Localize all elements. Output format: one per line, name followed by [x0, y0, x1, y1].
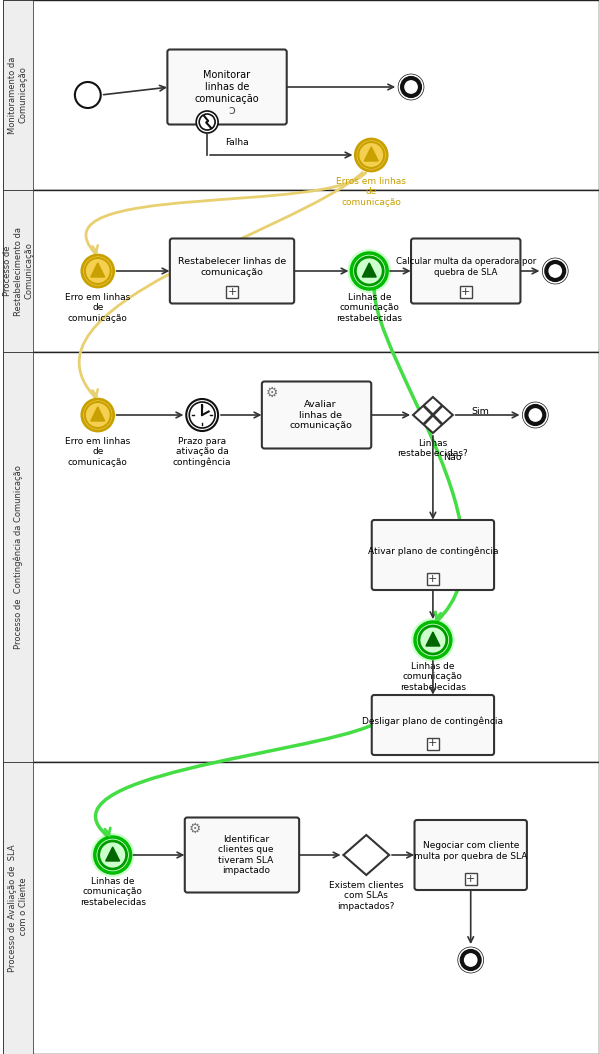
Text: Processo de Avaliação de  SLA
 com o Cliente: Processo de Avaliação de SLA com o Clien…: [8, 844, 28, 972]
FancyBboxPatch shape: [226, 286, 238, 298]
Circle shape: [196, 111, 218, 133]
Circle shape: [91, 833, 135, 877]
Circle shape: [75, 82, 101, 108]
FancyBboxPatch shape: [262, 382, 371, 449]
Text: Linhas de
comunicação
restabelecidas: Linhas de comunicação restabelecidas: [336, 293, 403, 323]
FancyBboxPatch shape: [372, 520, 494, 590]
Text: Erro em linhas
de
comunicação: Erro em linhas de comunicação: [65, 437, 131, 467]
Text: ⚙: ⚙: [266, 386, 279, 401]
FancyBboxPatch shape: [184, 818, 299, 893]
Polygon shape: [413, 397, 453, 433]
Polygon shape: [343, 835, 389, 875]
Text: ↄ: ↄ: [229, 103, 235, 117]
Bar: [3, 762, 599, 1054]
Circle shape: [415, 622, 451, 658]
Text: +: +: [428, 573, 438, 584]
Circle shape: [419, 626, 447, 653]
Text: +: +: [228, 287, 237, 297]
Circle shape: [347, 249, 391, 293]
Circle shape: [402, 78, 420, 96]
Circle shape: [458, 946, 483, 973]
Text: Desligar plano de contingência: Desligar plano de contingência: [362, 717, 503, 726]
Polygon shape: [91, 407, 105, 421]
FancyBboxPatch shape: [415, 820, 527, 890]
Text: Monitoramento da
Comunicação: Monitoramento da Comunicação: [8, 56, 28, 134]
Text: Monitorar
linhas de
comunicação: Monitorar linhas de comunicação: [195, 71, 259, 103]
Circle shape: [99, 841, 126, 868]
Circle shape: [546, 262, 564, 280]
Bar: [3, 0, 33, 190]
Circle shape: [398, 74, 424, 100]
Text: Avaliar
linhas de
comunicação: Avaliar linhas de comunicação: [289, 401, 352, 430]
Circle shape: [542, 258, 568, 284]
Text: Linhas de
comunicação
restabelecidas: Linhas de comunicação restabelecidas: [400, 662, 466, 691]
Text: Negociar com cliente
multa por quebra de SLA: Negociar com cliente multa por quebra de…: [414, 841, 527, 861]
Text: Processo de
Restabelecimento da
Comunicação: Processo de Restabelecimento da Comunica…: [3, 227, 33, 315]
Polygon shape: [91, 264, 105, 277]
Text: Prazo para
ativação da
contingência: Prazo para ativação da contingência: [173, 437, 231, 467]
Circle shape: [95, 837, 131, 873]
Circle shape: [186, 399, 218, 431]
Circle shape: [411, 618, 455, 662]
Bar: [3, 352, 599, 762]
Circle shape: [82, 399, 114, 431]
Text: +: +: [461, 287, 470, 297]
Text: Linhas
restabelecidas?: Linhas restabelecidas?: [398, 440, 468, 458]
FancyBboxPatch shape: [411, 238, 521, 304]
Circle shape: [527, 406, 544, 424]
Circle shape: [199, 114, 215, 130]
Bar: [3, 762, 33, 1054]
Polygon shape: [362, 264, 376, 277]
Text: Ativar plano de contingência: Ativar plano de contingência: [368, 546, 498, 555]
Bar: [3, 0, 599, 190]
FancyBboxPatch shape: [170, 238, 294, 304]
Text: Falha: Falha: [225, 138, 249, 147]
Text: Erro em linhas
de
comunicação: Erro em linhas de comunicação: [65, 293, 131, 323]
Bar: [3, 190, 599, 352]
FancyBboxPatch shape: [427, 572, 439, 585]
Text: Existem clientes
com SLAs
impactados?: Existem clientes com SLAs impactados?: [329, 881, 404, 911]
FancyBboxPatch shape: [460, 286, 471, 298]
Text: +: +: [466, 874, 476, 883]
FancyBboxPatch shape: [427, 738, 439, 749]
Circle shape: [358, 142, 384, 168]
Bar: [3, 352, 33, 762]
Circle shape: [85, 258, 111, 284]
Text: Restabelecer linhas de
comunicação: Restabelecer linhas de comunicação: [178, 257, 286, 277]
Text: Linhas de
comunicação
restabelecidas: Linhas de comunicação restabelecidas: [80, 877, 146, 906]
Text: ⚙: ⚙: [189, 822, 201, 836]
Bar: [3, 190, 33, 352]
Polygon shape: [105, 847, 120, 861]
Circle shape: [189, 402, 215, 428]
Polygon shape: [426, 632, 440, 646]
Circle shape: [355, 257, 383, 285]
Circle shape: [355, 139, 387, 171]
Circle shape: [82, 255, 114, 287]
Text: Processo de  Contingência da Comunicação: Processo de Contingência da Comunicação: [13, 465, 23, 649]
Text: Erros em linhas
de
comunicação: Erros em linhas de comunicação: [336, 177, 406, 207]
Text: Não: Não: [443, 452, 461, 462]
Circle shape: [85, 402, 111, 428]
Circle shape: [352, 253, 387, 289]
Text: Identificar
clientes que
tiveram SLA
impactado: Identificar clientes que tiveram SLA imp…: [218, 835, 274, 875]
Text: +: +: [428, 739, 438, 748]
Circle shape: [462, 951, 480, 969]
Text: Calcular multa da operadora por
quebra de SLA: Calcular multa da operadora por quebra d…: [395, 257, 536, 277]
FancyBboxPatch shape: [372, 695, 494, 755]
FancyBboxPatch shape: [465, 873, 477, 884]
Circle shape: [522, 402, 548, 428]
Text: Sim: Sim: [472, 407, 489, 415]
Polygon shape: [364, 147, 378, 161]
FancyBboxPatch shape: [167, 50, 287, 124]
